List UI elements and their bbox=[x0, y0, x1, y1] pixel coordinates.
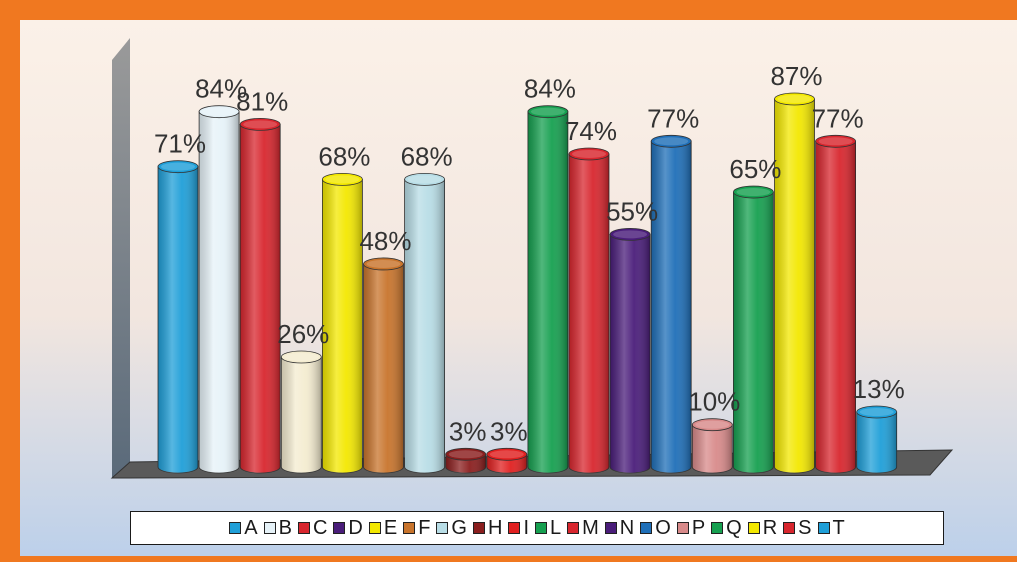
bar-c bbox=[239, 117, 281, 474]
value-label-p: 10% bbox=[688, 387, 740, 417]
value-label-l: 84% bbox=[524, 74, 576, 104]
legend-label: N bbox=[619, 517, 635, 539]
legend-swatch bbox=[676, 522, 689, 534]
back-wall bbox=[112, 38, 130, 478]
value-label-a: 71% bbox=[154, 129, 206, 159]
legend-item-o: O bbox=[640, 518, 671, 538]
bar-a bbox=[157, 160, 199, 474]
value-label-m: 74% bbox=[565, 116, 617, 146]
legend-swatch bbox=[783, 522, 796, 534]
legend-swatch bbox=[297, 522, 310, 534]
value-label-h: 3% bbox=[449, 416, 487, 446]
legend-item-d: D bbox=[333, 517, 363, 539]
legend-label: T bbox=[832, 517, 845, 539]
legend-item-m: M bbox=[567, 518, 599, 538]
value-label-i: 3% bbox=[490, 416, 528, 446]
legend-swatch bbox=[472, 522, 485, 534]
legend-label: R bbox=[762, 517, 778, 539]
bar-b bbox=[198, 105, 240, 474]
legend-swatch bbox=[711, 522, 724, 534]
legend-swatch bbox=[535, 522, 547, 534]
value-label-t: 13% bbox=[853, 374, 905, 404]
legend-swatch bbox=[368, 522, 381, 534]
legend-item-f: F bbox=[403, 518, 430, 538]
legend-item-q: Q bbox=[711, 518, 742, 538]
bar-l bbox=[527, 105, 569, 474]
value-label-q: 65% bbox=[729, 154, 781, 184]
value-label-c: 81% bbox=[236, 86, 288, 116]
value-label-e: 68% bbox=[318, 141, 370, 171]
value-labels-group: 71%84%81%26%68%48%68%3% 3%84%74%55%77%10%… bbox=[154, 61, 905, 446]
legend-swatch bbox=[640, 522, 653, 534]
bars-group bbox=[157, 92, 898, 474]
bar-r bbox=[774, 92, 815, 474]
legend-label: F bbox=[418, 517, 431, 539]
value-label-o: 77% bbox=[647, 103, 699, 133]
legend-label: Q bbox=[726, 517, 742, 539]
legend-item-h: H bbox=[472, 517, 503, 539]
bar-h bbox=[445, 447, 487, 474]
bar-p bbox=[691, 418, 733, 474]
bar-s bbox=[815, 134, 856, 474]
legend-label: D bbox=[348, 517, 363, 539]
legend-item-r: R bbox=[747, 517, 778, 539]
legend-swatch bbox=[567, 522, 580, 534]
legend-item-p: P bbox=[676, 517, 706, 539]
value-label-n: 55% bbox=[606, 196, 658, 226]
legend-label: L bbox=[550, 517, 562, 539]
value-label-b: 84% bbox=[195, 74, 247, 104]
legend-swatch bbox=[508, 522, 521, 534]
bar-n bbox=[609, 227, 651, 474]
legend-label: E bbox=[383, 517, 398, 539]
bar-i bbox=[486, 447, 528, 474]
bar-o bbox=[650, 134, 692, 474]
legend-swatch bbox=[436, 522, 449, 534]
value-label-s: 77% bbox=[812, 103, 864, 133]
legend-label: M bbox=[582, 517, 599, 539]
legend-item-s: S bbox=[783, 517, 812, 539]
value-label-f: 48% bbox=[359, 226, 411, 256]
legend-item-g: G bbox=[436, 518, 467, 538]
legend-label: G bbox=[451, 517, 467, 539]
legend-swatch bbox=[403, 522, 416, 534]
legend-swatch bbox=[229, 522, 242, 534]
value-label-r: 87% bbox=[770, 61, 822, 91]
legend-item-n: N bbox=[604, 517, 635, 539]
legend-label: S bbox=[798, 517, 812, 539]
legend-label: I bbox=[523, 517, 529, 539]
bar-d bbox=[280, 350, 322, 474]
legend-swatch bbox=[333, 522, 346, 534]
legend-label: B bbox=[278, 517, 292, 539]
legend-item-e: E bbox=[368, 517, 398, 539]
legend-item-b: B bbox=[263, 517, 292, 539]
legend-label: O bbox=[655, 517, 671, 539]
value-label-d: 26% bbox=[277, 319, 329, 349]
legend-item-i: I bbox=[508, 518, 529, 538]
legend-label: H bbox=[487, 517, 503, 539]
value-label-g: 68% bbox=[401, 141, 453, 171]
legend-item-a: A bbox=[229, 517, 258, 539]
legend-swatch bbox=[817, 522, 830, 534]
bar-m bbox=[568, 147, 610, 474]
bar-f bbox=[363, 257, 404, 474]
bar-t bbox=[856, 405, 898, 474]
legend-item-c: C bbox=[297, 517, 328, 539]
legend-label: P bbox=[691, 517, 706, 539]
bar-g bbox=[404, 172, 446, 474]
legend-label: A bbox=[244, 517, 258, 539]
legend-item-t: T bbox=[817, 517, 845, 539]
legend-swatch bbox=[263, 522, 276, 534]
legend-item-l: L bbox=[535, 518, 561, 538]
bar-e bbox=[321, 172, 363, 474]
bar-q bbox=[733, 185, 774, 474]
legend-swatch bbox=[747, 522, 760, 534]
legend-swatch bbox=[604, 522, 617, 534]
legend-label: C bbox=[312, 517, 328, 539]
